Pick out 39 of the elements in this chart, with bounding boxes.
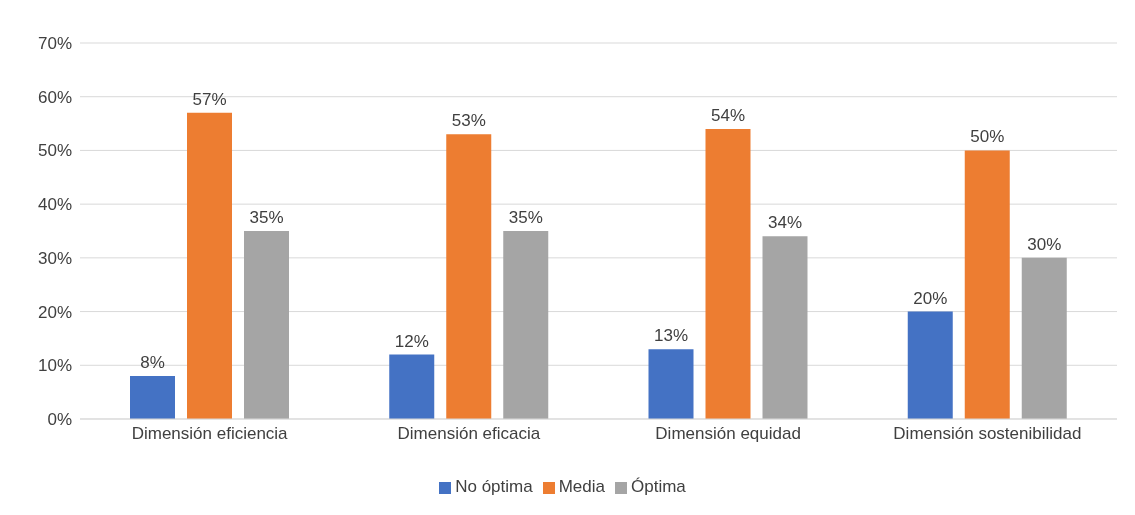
- x-tick-label: Dimensión eficiencia: [131, 424, 289, 444]
- data-label: 57%: [192, 89, 227, 109]
- bar: [130, 376, 175, 419]
- bar: [244, 231, 289, 419]
- bar: [503, 231, 549, 419]
- bar: [1021, 257, 1067, 419]
- bar: [705, 128, 751, 419]
- data-label: 35%: [508, 208, 543, 227]
- bar: [907, 311, 953, 419]
- data-label: 35%: [249, 208, 284, 227]
- y-tick-label: 70%: [37, 34, 72, 54]
- data-label: 13%: [653, 326, 689, 346]
- y-tick-label: 20%: [37, 302, 72, 322]
- y-tick-label: 0%: [47, 410, 72, 430]
- y-tick-label: 40%: [37, 195, 72, 215]
- data-label: 12%: [394, 331, 429, 351]
- bar: [762, 236, 808, 419]
- y-tick-label: 60%: [37, 87, 72, 107]
- x-tick-label: Dimensión sostenibilidad: [893, 424, 1082, 444]
- data-label: 54%: [710, 105, 746, 125]
- legend-label: Óptima: [631, 477, 686, 496]
- x-tick-label: Dimensión equidad: [655, 424, 801, 444]
- bar: [648, 349, 694, 419]
- data-label: 34%: [767, 213, 803, 233]
- legend-label: Media: [558, 477, 605, 496]
- data-label: 30%: [1027, 234, 1062, 254]
- legend-label: No óptima: [455, 477, 533, 496]
- bar: [389, 354, 435, 419]
- data-label: 8%: [140, 353, 165, 373]
- x-tick-label: Dimensión eficacia: [397, 424, 541, 444]
- data-label: 53%: [451, 111, 486, 131]
- y-tick-label: 30%: [37, 248, 72, 268]
- bar: [187, 112, 232, 419]
- bar: [964, 150, 1010, 419]
- data-label: 20%: [913, 288, 948, 308]
- y-tick-label: 10%: [37, 356, 72, 376]
- data-label: 50%: [970, 127, 1005, 147]
- y-tick-label: 50%: [37, 141, 72, 161]
- bar: [446, 134, 492, 419]
